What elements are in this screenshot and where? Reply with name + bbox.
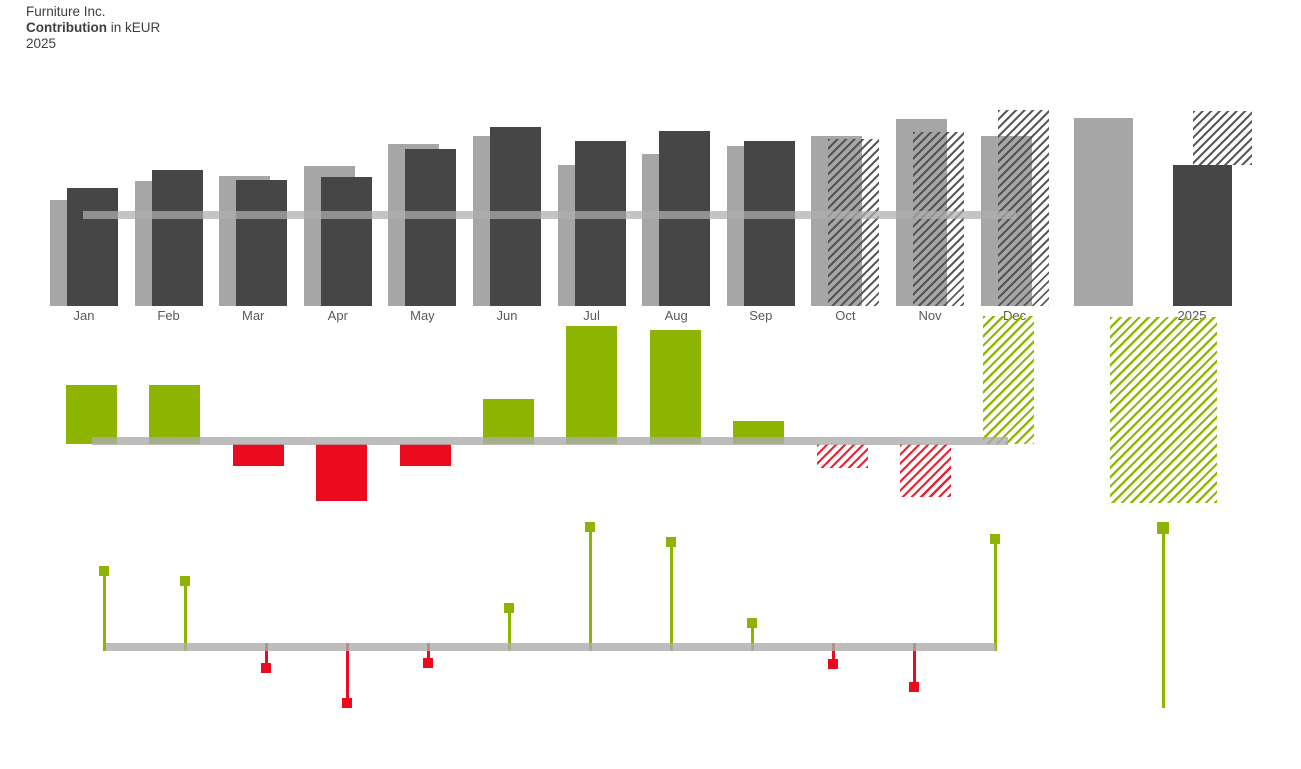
pin-stem-dec bbox=[993, 539, 997, 651]
pin-stem-jan bbox=[102, 571, 106, 651]
forecast-bar-oct bbox=[828, 139, 880, 306]
x-axis-label-apr: Apr bbox=[327, 308, 348, 323]
x-axis-label-oct: Oct bbox=[835, 308, 856, 323]
pin-head-apr bbox=[342, 698, 352, 708]
pin-head-sep bbox=[747, 618, 757, 628]
x-axis-label-mar: Mar bbox=[241, 308, 265, 323]
pin-head-jan bbox=[99, 566, 109, 576]
pin-stem-nov bbox=[912, 643, 916, 687]
report-year: 2025 bbox=[26, 36, 57, 51]
variance-bar-apr bbox=[316, 444, 368, 501]
x-axis-label-jan: Jan bbox=[73, 308, 95, 323]
relative-variance-axis bbox=[106, 643, 996, 651]
variance-bar-aug bbox=[649, 330, 701, 444]
forecast-bar-dec bbox=[997, 110, 1049, 306]
actual-bar-jan bbox=[67, 188, 118, 306]
x-axis-label-feb: Feb bbox=[157, 308, 180, 323]
pin-stem-may bbox=[426, 643, 430, 663]
pin-head-aug bbox=[666, 537, 676, 547]
pin-head-total bbox=[1157, 522, 1169, 534]
x-axis-label-nov: Nov bbox=[918, 308, 942, 323]
pin-stem-jul bbox=[588, 527, 592, 651]
variance-axis bbox=[92, 437, 1008, 445]
measure-unit: in kEUR bbox=[106, 20, 161, 35]
variance-bar-oct bbox=[816, 444, 868, 468]
pin-stem-mar bbox=[264, 643, 268, 668]
variance-total-bar bbox=[1110, 317, 1217, 503]
x-axis-label-may: May bbox=[410, 308, 435, 323]
actual-bar-feb bbox=[151, 170, 203, 306]
report-measure: Contribution in kEUR bbox=[26, 20, 160, 36]
pin-head-nov bbox=[909, 682, 919, 692]
actual-bar-jul bbox=[574, 141, 626, 306]
pin-head-oct bbox=[828, 659, 838, 669]
pin-stem-apr bbox=[345, 643, 349, 703]
pin-head-feb bbox=[180, 576, 190, 586]
actual-bar-apr bbox=[320, 177, 372, 306]
pin-head-mar bbox=[261, 663, 271, 673]
actual-vs-plan-chart: JanFebMarAprMayJunJulAugSepOctNovDec2025 bbox=[0, 0, 1301, 330]
variance-bar-jan bbox=[66, 385, 117, 444]
pin-stem-oct bbox=[831, 643, 835, 664]
forecast-total-bar bbox=[1193, 111, 1252, 165]
pin-head-may bbox=[423, 658, 433, 668]
pin-head-jul bbox=[585, 522, 595, 532]
x-axis-label-sep: Sep bbox=[749, 308, 773, 323]
pin-stem-feb bbox=[183, 581, 187, 651]
measure-name: Contribution bbox=[26, 20, 107, 35]
x-axis-label-jun: Jun bbox=[496, 308, 518, 323]
variance-bar-dec bbox=[983, 316, 1035, 444]
actual-bar-mar bbox=[236, 180, 288, 306]
variance-bar-nov bbox=[900, 444, 951, 497]
actual-bar-may bbox=[405, 149, 457, 306]
absolute-variance-chart bbox=[66, 316, 1217, 503]
actual-total-bar bbox=[1173, 165, 1232, 306]
x-axis-label-aug: Aug bbox=[664, 308, 688, 323]
prior-year-line bbox=[83, 211, 1016, 219]
plan-total-bar bbox=[1074, 118, 1133, 306]
pin-stem-total bbox=[1161, 534, 1165, 708]
pin-stem-jun bbox=[507, 608, 511, 651]
company-name: Furniture Inc. bbox=[26, 4, 106, 19]
pin-head-jun bbox=[504, 603, 514, 613]
forecast-bar-nov bbox=[913, 132, 964, 306]
variance-bar-jun bbox=[483, 399, 534, 444]
x-axis-label-jul: Jul bbox=[583, 308, 600, 323]
pin-stem-aug bbox=[669, 542, 673, 651]
report-header: Furniture Inc. Contribution in kEUR 2025 bbox=[26, 4, 160, 52]
pin-head-dec bbox=[990, 534, 1000, 544]
actual-bar-sep bbox=[743, 141, 795, 306]
variance-bar-feb bbox=[149, 385, 201, 444]
variance-bar-may bbox=[399, 444, 451, 466]
pin-stem-sep bbox=[750, 623, 754, 651]
variance-bar-mar bbox=[232, 444, 284, 466]
variance-bar-jul bbox=[566, 326, 618, 444]
